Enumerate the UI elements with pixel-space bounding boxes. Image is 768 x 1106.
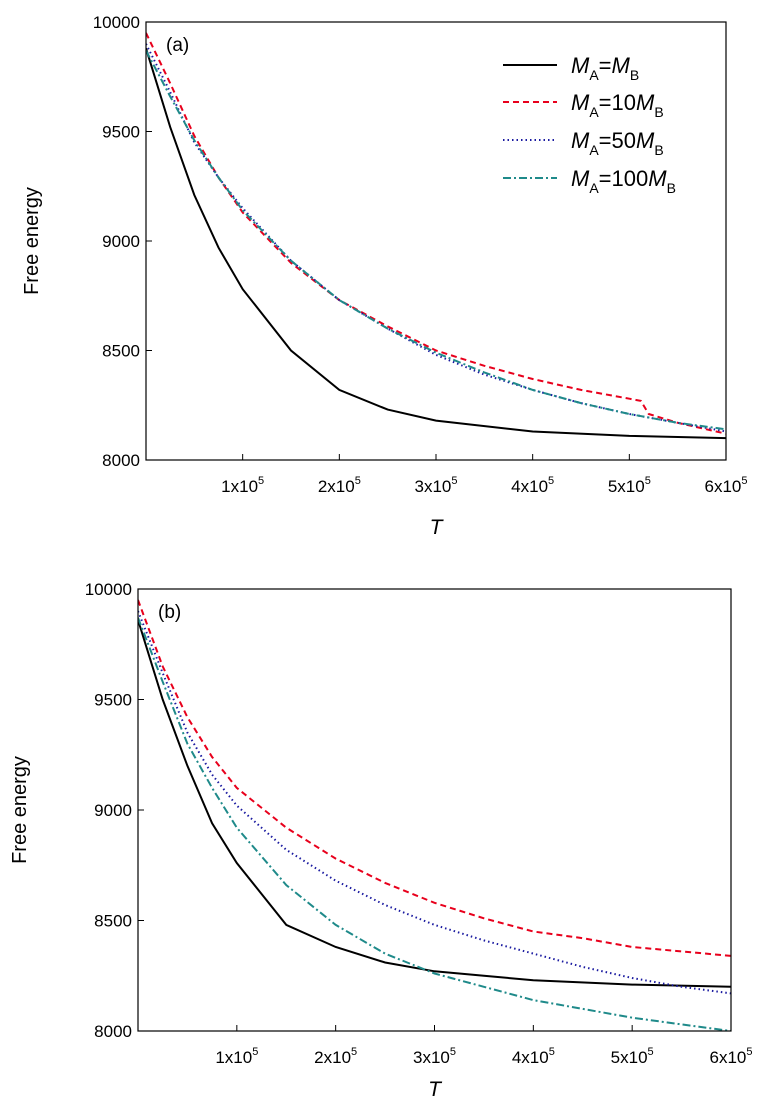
- y-tick-label: 10000: [93, 13, 140, 32]
- x-axis-title: T: [430, 516, 445, 539]
- series-line-4: [138, 617, 731, 1031]
- x-tick-label: 1x105: [221, 475, 264, 496]
- x-tick-label: 6x105: [705, 475, 748, 496]
- x-tick-label: 5x105: [611, 1046, 654, 1067]
- x-axis-title: T: [428, 1078, 443, 1101]
- y-tick-label: 10000: [85, 580, 132, 599]
- chart-panel-a: 1x105 2x105 3x105 4x105 5x105 6x105 8000 8500 90…: [21, 13, 748, 539]
- x-tick-label: 3x105: [415, 475, 458, 496]
- series-line-4: [146, 50, 726, 431]
- x-tick-label: 4x105: [511, 475, 554, 496]
- series-line-3: [138, 610, 731, 995]
- series-line-2: [138, 599, 731, 957]
- y-tick-label: 9500: [102, 123, 140, 142]
- x-tick-label: 2x105: [318, 475, 361, 496]
- y-axis-title: Free energy: [21, 187, 43, 295]
- legend-label-4: MA=100MB: [571, 166, 676, 196]
- y-tick-label: 9500: [94, 691, 132, 710]
- series-line-3: [146, 43, 726, 433]
- x-tick-label: 1x105: [215, 1046, 258, 1067]
- y-tick-label: 9000: [94, 801, 132, 820]
- y-tick-label: 8000: [94, 1022, 132, 1041]
- y-tick-label: 8000: [102, 451, 140, 470]
- legend: MA=MB MA=10MB MA=50MB MA=100MB: [503, 53, 676, 196]
- legend-label-3: MA=50MB: [571, 128, 664, 158]
- legend-label-1: MA=MB: [571, 53, 639, 83]
- series-line-1: [146, 48, 726, 440]
- series-line-1: [138, 619, 731, 988]
- x-tick-label: 6x105: [710, 1046, 753, 1067]
- y-tick-label: 8500: [102, 342, 140, 361]
- panel-label: (a): [166, 35, 189, 56]
- y-tick-label: 9000: [102, 232, 140, 251]
- chart-panel-b: 1x105 2x105 3x105 4x105 5x105 6x105 8000 8500 90…: [9, 580, 753, 1101]
- plot-frame: [145, 21, 727, 461]
- legend-label-2: MA=10MB: [571, 90, 664, 120]
- y-axis-title: Free energy: [9, 756, 31, 864]
- x-tick-label: 3x105: [413, 1046, 456, 1067]
- x-tick-label: 5x105: [608, 475, 651, 496]
- x-tick-label: 4x105: [512, 1046, 555, 1067]
- x-tick-label: 2x105: [314, 1046, 357, 1067]
- y-tick-label: 8500: [94, 912, 132, 931]
- panel-label: (b): [158, 602, 181, 623]
